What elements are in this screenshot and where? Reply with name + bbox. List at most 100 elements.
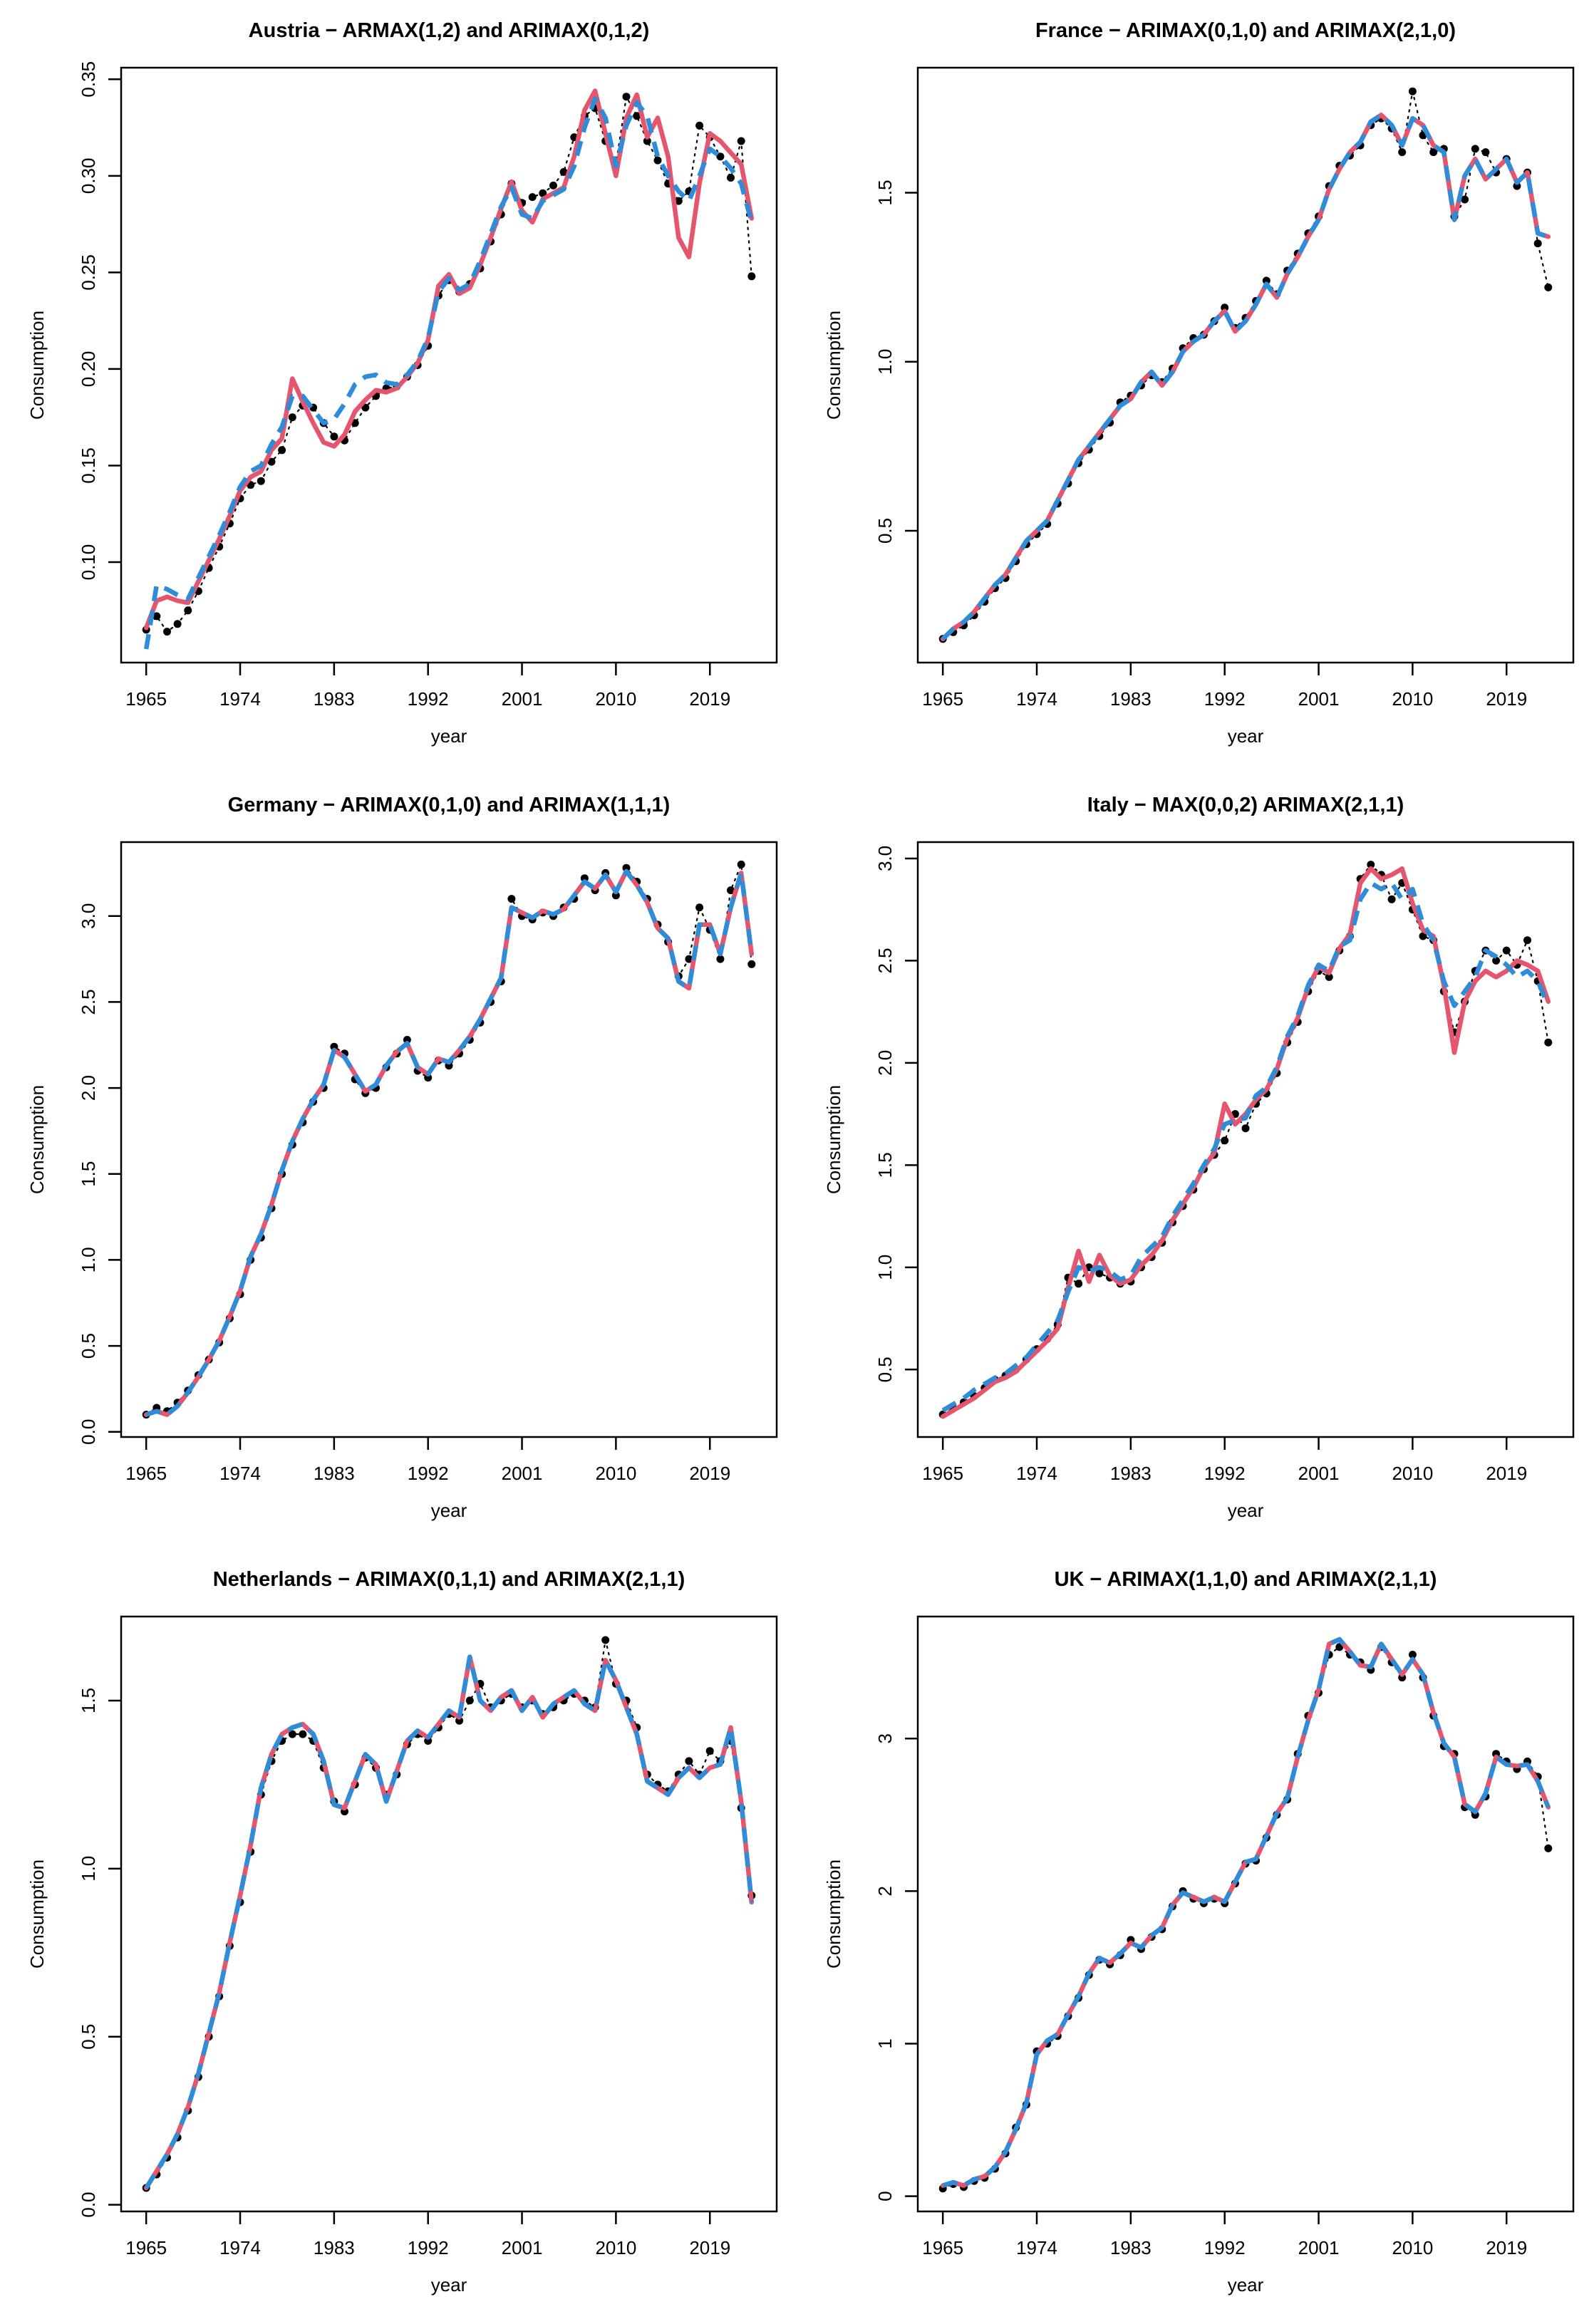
plot-title: Italy − MAX(0,0,2) ARIMAX(2,1,1) [1087, 794, 1404, 816]
observed-point [278, 446, 286, 455]
x-tick-label: 2010 [1392, 2237, 1433, 2258]
observed-point [695, 903, 704, 912]
x-tick-label: 1983 [1110, 1463, 1151, 1484]
observed-points [142, 860, 756, 1419]
x-tick-label: 2019 [689, 1463, 730, 1484]
observed-point [1523, 936, 1531, 945]
plot-title: Netherlands − ARIMAX(0,1,1) and ARIMAX(2… [213, 1568, 685, 1591]
x-axis-label: year [431, 725, 467, 747]
x-tick-label: 1983 [314, 2237, 355, 2258]
y-tick-label: 0 [874, 2191, 896, 2201]
chart-cell-italy: Italy − MAX(0,0,2) ARIMAX(2,1,1) 1965 1974… [797, 774, 1593, 1549]
x-tick-label: 2019 [689, 2237, 730, 2258]
x-tick-label: 2001 [1298, 1463, 1340, 1484]
fit-line-blue [144, 1654, 755, 2189]
observed-point [1544, 1844, 1553, 1852]
fit-line-red [940, 866, 1551, 1419]
observed-points [938, 87, 1553, 643]
observed-point [1544, 1038, 1553, 1047]
plot-border [916, 841, 1575, 1438]
observed-point [1221, 1136, 1229, 1145]
plot-border [916, 1615, 1575, 2213]
y-tick-label: 1.5 [874, 1152, 896, 1178]
plot-title: France − ARIMAX(0,1,0) and ARIMAX(2,1,0) [1035, 19, 1456, 42]
y-tick-label: 0.5 [78, 1333, 99, 1359]
y-tick-label: 1.0 [78, 1247, 99, 1272]
chart-italy: Italy − MAX(0,0,2) ARIMAX(2,1,1) 1965 1974… [823, 794, 1575, 1521]
x-tick-label: 2001 [502, 1463, 543, 1484]
x-tick-label: 2019 [1486, 688, 1527, 710]
chart-uk: UK − ARIMAX(1,1,0) and ARIMAX(2,1,1) 1965… [823, 1568, 1575, 2296]
plot-title: Austria − ARMAX(1,2) and ARIMAX(0,1,2) [249, 19, 650, 42]
observed-point [1544, 283, 1553, 291]
x-tick-label: 2001 [502, 2237, 543, 2258]
x-tick-label: 1965 [125, 1463, 167, 1484]
observed-dotted-line [145, 94, 752, 633]
observed-point [1367, 861, 1375, 869]
x-tick-label: 1992 [1204, 688, 1246, 710]
observed-point [716, 152, 725, 161]
observed-point [611, 891, 620, 900]
x-tick-label: 2019 [1486, 1463, 1527, 1484]
observed-point [601, 1636, 610, 1644]
x-tick-label: 2010 [595, 688, 636, 710]
observed-point [1492, 956, 1501, 965]
x-tick-label: 1983 [314, 1463, 355, 1484]
observed-point [1513, 182, 1521, 190]
plot-border [120, 66, 778, 664]
observed-point [528, 193, 537, 202]
y-tick-label: 3.0 [78, 903, 99, 929]
y-tick-label: 0.30 [78, 158, 99, 194]
x-tick-label: 1965 [922, 1463, 963, 1484]
fit-line-blue [941, 881, 1551, 1413]
chart-france: France − ARIMAX(0,1,0) and ARIMAX(2,1,0)… [823, 19, 1575, 747]
observed-dotted-line [145, 863, 752, 1416]
fit-line-blue [145, 868, 755, 1417]
x-tick-label: 1983 [1110, 2237, 1151, 2258]
y-tick-label: 2.0 [78, 1075, 99, 1101]
fit-line-blue [143, 96, 754, 650]
observed-point [549, 181, 557, 190]
x-tick-label: 1992 [408, 1463, 449, 1484]
fit-line-blue [941, 113, 1549, 641]
observed-point [403, 1036, 411, 1044]
observed-dotted-line [942, 863, 1549, 1416]
y-tick-label: 1.5 [78, 1688, 99, 1713]
y-tick-label: 1.5 [78, 1161, 99, 1187]
x-tick-label: 2010 [595, 1463, 636, 1484]
y-tick-label: 0.0 [78, 1419, 99, 1445]
fit-line-red [940, 113, 1551, 642]
y-axis-label: Consumption [823, 1085, 844, 1194]
chart-netherlands: Netherlands − ARIMAX(0,1,1) and ARIMAX(2… [26, 1568, 778, 2296]
observed-point [1502, 946, 1511, 955]
observed-point [685, 1757, 693, 1765]
observed-point [685, 955, 693, 963]
fit-line-red [143, 88, 755, 631]
y-tick-label: 0.25 [78, 254, 99, 291]
x-tick-label: 2019 [1486, 2237, 1527, 2258]
observed-point [747, 272, 756, 281]
observed-point [184, 606, 192, 615]
observed-point [299, 1730, 307, 1738]
y-tick-label: 1.0 [874, 349, 896, 375]
x-tick-label: 1965 [125, 688, 167, 710]
observed-dotted-line [942, 1645, 1549, 2190]
observed-point [507, 895, 516, 903]
y-tick-label: 0.5 [874, 1356, 896, 1382]
observed-point [643, 137, 651, 145]
x-tick-label: 1983 [1110, 688, 1151, 710]
y-tick-label: 2 [874, 1886, 896, 1896]
observed-point [1408, 1651, 1417, 1659]
observed-points [938, 861, 1553, 1418]
observed-point [716, 955, 725, 963]
observed-point [674, 197, 683, 205]
x-tick-label: 1974 [1016, 1463, 1057, 1484]
y-tick-label: 0.10 [78, 544, 99, 581]
y-axis-label: Consumption [26, 311, 48, 420]
x-tick-label: 2001 [1298, 2237, 1340, 2258]
observed-points [938, 1643, 1553, 2193]
x-tick-label: 2001 [502, 688, 543, 710]
y-tick-label: 2.0 [874, 1050, 896, 1076]
chart-germany: Germany − ARIMAX(0,1,0) and ARIMAX(1,1,1… [26, 794, 778, 1521]
